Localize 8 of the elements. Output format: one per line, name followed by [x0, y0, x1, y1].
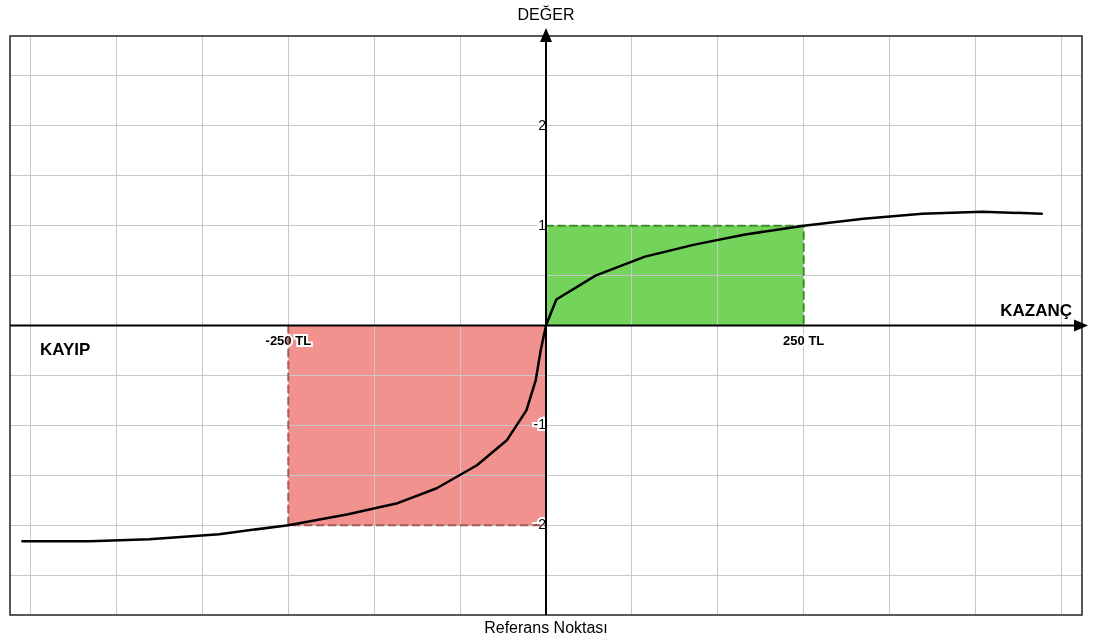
annotation: KAYIP	[40, 339, 91, 359]
x-axis-title: Referans Noktası	[484, 619, 608, 637]
y-tick-label: 2	[538, 116, 547, 133]
y-tick-label: -2	[533, 516, 547, 533]
annotation: KAZANÇ	[1000, 300, 1072, 320]
y-axis-title: DEĞER	[517, 5, 575, 24]
y-tick-label: -1	[533, 416, 547, 433]
x-tick-label: 250 TL	[783, 332, 825, 348]
